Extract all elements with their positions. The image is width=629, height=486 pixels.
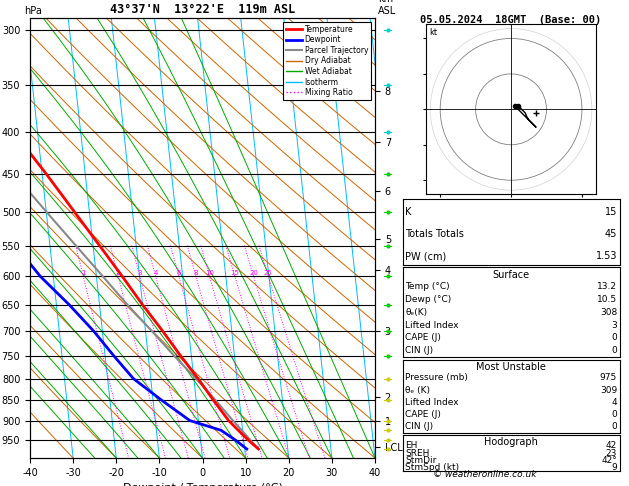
Text: 15: 15 — [230, 270, 240, 277]
Text: 0: 0 — [611, 347, 617, 355]
Text: EH: EH — [405, 441, 418, 451]
Text: Dewp (°C): Dewp (°C) — [405, 295, 452, 304]
Text: Most Unstable: Most Unstable — [476, 363, 546, 372]
Text: 43°37'N  13°22'E  119m ASL: 43°37'N 13°22'E 119m ASL — [110, 2, 295, 16]
Text: 975: 975 — [600, 373, 617, 382]
Text: Lifted Index: Lifted Index — [405, 398, 459, 407]
Text: CAPE (J): CAPE (J) — [405, 410, 441, 419]
Text: 13.2: 13.2 — [597, 282, 617, 291]
Text: 4: 4 — [611, 398, 617, 407]
Text: 10.5: 10.5 — [597, 295, 617, 304]
Text: 9: 9 — [611, 463, 617, 472]
Text: 05.05.2024  18GMT  (Base: 00): 05.05.2024 18GMT (Base: 00) — [420, 15, 602, 25]
Text: 8: 8 — [194, 270, 198, 277]
Text: 42: 42 — [606, 441, 617, 451]
Text: 3: 3 — [611, 321, 617, 330]
Text: K: K — [405, 208, 411, 217]
Text: SREH: SREH — [405, 449, 430, 458]
Text: 20: 20 — [249, 270, 258, 277]
Text: © weatheronline.co.uk: © weatheronline.co.uk — [433, 469, 536, 479]
Text: 6: 6 — [177, 270, 181, 277]
Text: 15: 15 — [604, 208, 617, 217]
Text: 0: 0 — [611, 333, 617, 343]
Text: 4: 4 — [153, 270, 158, 277]
Text: StmDir: StmDir — [405, 456, 437, 465]
Text: kt: kt — [430, 28, 438, 37]
Text: 25: 25 — [264, 270, 273, 277]
Text: 45: 45 — [604, 229, 617, 239]
Text: 1.53: 1.53 — [596, 251, 617, 261]
Text: Temp (°C): Temp (°C) — [405, 282, 450, 291]
Text: Lifted Index: Lifted Index — [405, 321, 459, 330]
Text: 309: 309 — [600, 385, 617, 395]
Text: 308: 308 — [600, 308, 617, 317]
Text: 42°: 42° — [601, 456, 617, 465]
Text: CIN (J): CIN (J) — [405, 347, 433, 355]
Text: hPa: hPa — [24, 5, 42, 16]
Text: 0: 0 — [611, 410, 617, 419]
Text: 0: 0 — [611, 422, 617, 431]
Text: Surface: Surface — [493, 270, 530, 280]
Text: θₑ(K): θₑ(K) — [405, 308, 427, 317]
Text: 1: 1 — [81, 270, 86, 277]
Text: StmSpd (kt): StmSpd (kt) — [405, 463, 459, 472]
Text: θₑ (K): θₑ (K) — [405, 385, 430, 395]
Text: km
ASL: km ASL — [378, 0, 396, 16]
X-axis label: Dewpoint / Temperature (°C): Dewpoint / Temperature (°C) — [123, 483, 282, 486]
Legend: Temperature, Dewpoint, Parcel Trajectory, Dry Adiabat, Wet Adiabat, Isotherm, Mi: Temperature, Dewpoint, Parcel Trajectory… — [283, 22, 371, 100]
Text: Totals Totals: Totals Totals — [405, 229, 464, 239]
Text: Hodograph: Hodograph — [484, 437, 538, 447]
Text: Pressure (mb): Pressure (mb) — [405, 373, 468, 382]
Text: PW (cm): PW (cm) — [405, 251, 447, 261]
Text: CIN (J): CIN (J) — [405, 422, 433, 431]
Text: CAPE (J): CAPE (J) — [405, 333, 441, 343]
Text: 3: 3 — [138, 270, 142, 277]
Text: 23: 23 — [606, 449, 617, 458]
Text: 10: 10 — [205, 270, 214, 277]
Text: 2: 2 — [116, 270, 120, 277]
